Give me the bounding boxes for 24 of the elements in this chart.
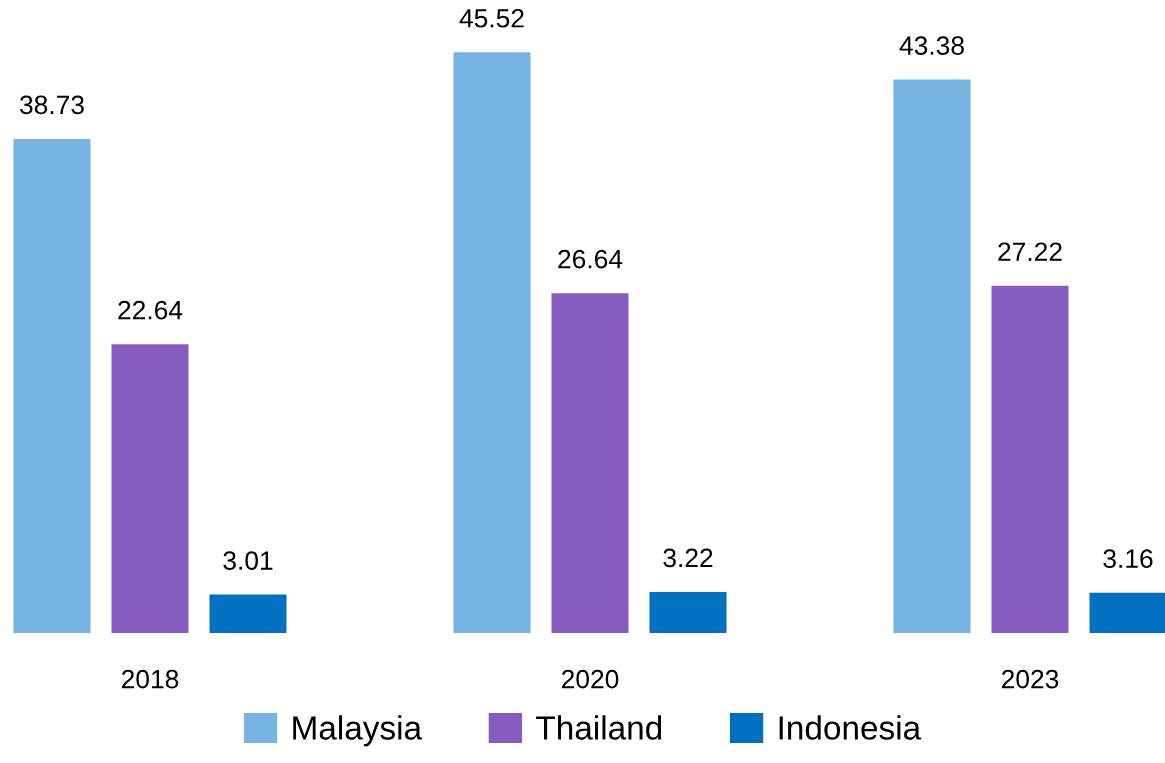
bar	[209, 594, 287, 633]
data-label: 3.01	[223, 551, 273, 570]
bar	[551, 293, 629, 633]
x-tick-label: 2023	[1001, 669, 1059, 689]
bar	[453, 52, 531, 633]
data-label: 3.22	[663, 548, 713, 568]
data-label: 22.64	[118, 300, 183, 320]
data-label: 27.22	[998, 242, 1062, 261]
bar	[893, 79, 971, 633]
bar	[991, 285, 1069, 633]
data-label: 45.52	[459, 8, 524, 28]
x-tick-label: 2018	[121, 669, 179, 689]
legend-label: Malaysia	[293, 715, 423, 747]
data-label: 3.16	[1103, 549, 1153, 569]
bar	[13, 138, 91, 633]
bar	[649, 591, 727, 633]
data-label: 43.38	[899, 36, 964, 55]
bar	[1089, 592, 1165, 633]
data-label: 38.73	[19, 95, 84, 115]
x-tick-label: 2020	[561, 669, 619, 689]
data-label: 26.64	[558, 249, 623, 269]
legend-label: Thailand	[536, 715, 662, 740]
bar	[111, 344, 189, 633]
legend-label: Indonesia	[779, 715, 922, 740]
